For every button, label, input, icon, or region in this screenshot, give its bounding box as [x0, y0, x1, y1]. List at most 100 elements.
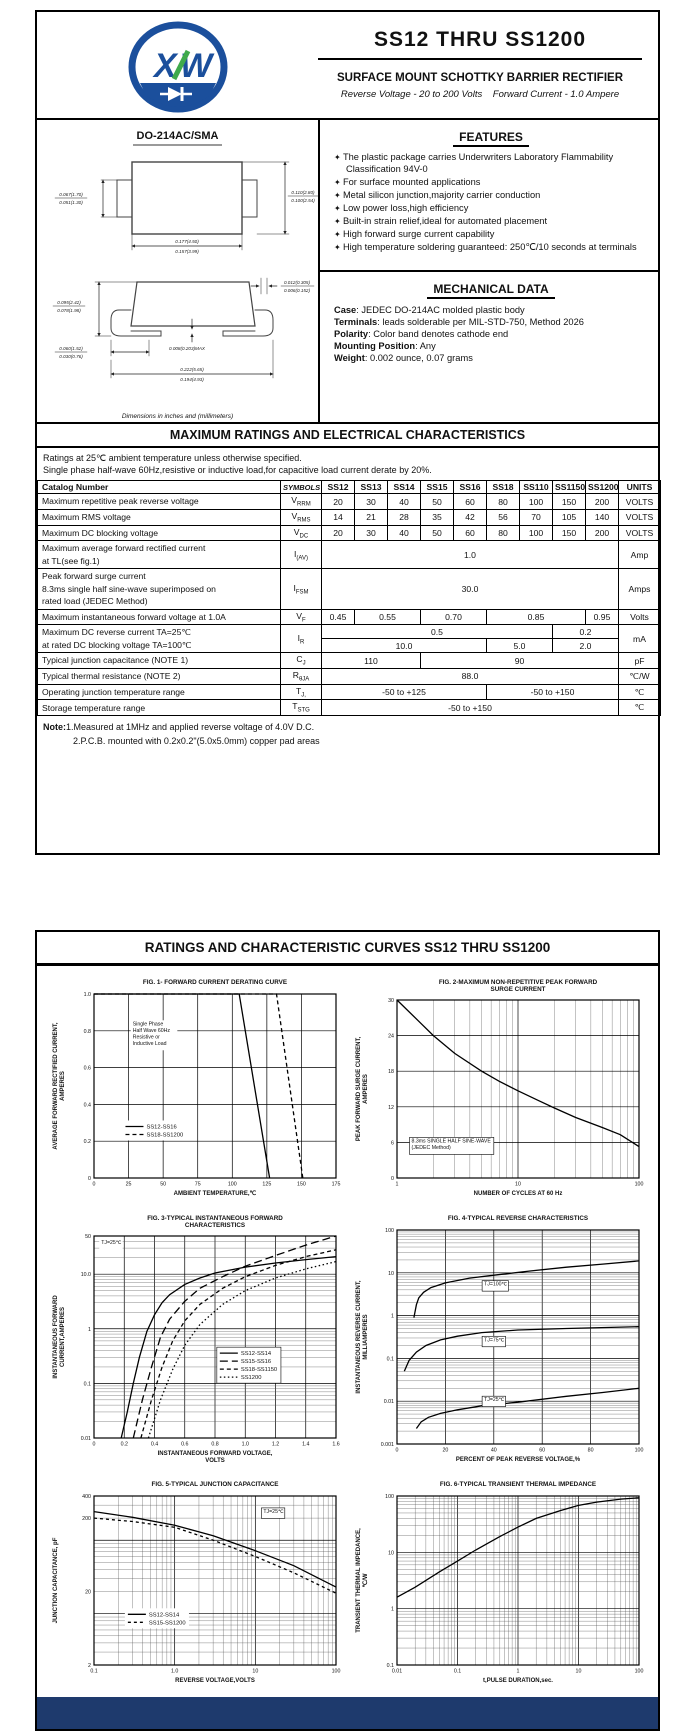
- table-cell: 0.45: [321, 608, 355, 626]
- table-cell: 40: [387, 493, 421, 510]
- ratings-condition-line: Ratings at 25℃ ambient temperature unles…: [43, 453, 302, 463]
- table-row: Maximum RMS voltage VRMS 14 21 28 35 42 56 70 105…: [37, 509, 661, 526]
- svg-text:t,PULSE DURATION,sec.: t,PULSE DURATION,sec.: [483, 1678, 553, 1684]
- package-drawing-panel: DO-214AC/SMA 0.067(1.70) 0.0: [37, 120, 320, 422]
- mechanical-line: Mounting Position: Any: [334, 341, 436, 352]
- svg-text:0.1: 0.1: [387, 1663, 394, 1669]
- mechanical-line: Case: JEDEC DO-214AC molded plastic body: [334, 305, 525, 315]
- dim-body-height-max: 0.110(2.80): [291, 190, 315, 195]
- svg-text:Resistive or: Resistive or: [132, 1034, 159, 1040]
- fig6-svg: FIG. 6-TYPICAL TRANSIENT THERMAL IMPEDAN…: [356, 1481, 644, 1684]
- svg-text:TJ=25℃: TJ=25℃: [484, 1397, 505, 1403]
- dim-standoff: 0.008(0.203)MAX: [169, 346, 206, 351]
- svg-text:Single Phase: Single Phase: [132, 1021, 163, 1027]
- table-cell: SS14: [387, 480, 421, 495]
- table-cell: SS13: [354, 480, 388, 495]
- svg-text:20: 20: [443, 1448, 449, 1454]
- svg-text:SS12-SS14: SS12-SS14: [241, 1351, 272, 1357]
- svg-text:30: 30: [388, 998, 394, 1004]
- svg-text:50: 50: [85, 1234, 91, 1240]
- svg-text:INSTANTANEOUS FORWARDCURRENT,A: INSTANTANEOUS FORWARDCURRENT,AMPERES: [53, 1295, 66, 1379]
- table-row: Maximum instantaneous forward voltage at…: [37, 608, 661, 626]
- table-cell: SS12: [321, 480, 355, 495]
- table-cell: VF: [280, 608, 322, 626]
- table-cell: 0.95: [585, 608, 619, 626]
- svg-text:INSTANTANEOUS REVERSE CURRENT,: INSTANTANEOUS REVERSE CURRENT,MILLIAMPER…: [356, 1280, 369, 1393]
- table-cell: IR: [280, 624, 322, 654]
- svg-text:0.6: 0.6: [181, 1442, 188, 1448]
- svg-text:1: 1: [391, 1607, 394, 1613]
- dim-lead-length-min: 0.030(0.76): [59, 354, 83, 359]
- package-outline-drawing: 0.067(1.70) 0.051(1.30) 0.110(2.80) 0.10…: [52, 161, 319, 382]
- svg-text:PEAK FORWARD SURGE CURRENT,AM: PEAK FORWARD SURGE CURRENT,AMPERES: [356, 1037, 369, 1142]
- figure-1-forward-current-derating: FIG. 1- FORWARD CURRENT DERATING CURVE 0 2…: [47, 976, 347, 1206]
- table-cell: SS18: [486, 480, 520, 495]
- table-cell: -50 to +150: [486, 683, 619, 701]
- table-cell: VRRM: [280, 493, 322, 510]
- dim-body-width-max: 0.177(4.50): [175, 239, 199, 244]
- svg-text:0.2: 0.2: [83, 1139, 90, 1145]
- table-row: Typical thermal resistance (NOTE 2) RθJA 8…: [37, 668, 661, 685]
- feature-item: High forward surge current capability: [334, 229, 648, 241]
- table-cell: 200: [585, 524, 619, 542]
- table-cell: 14: [321, 509, 355, 526]
- svg-text:FIG. 4-TYPICAL REVERSE CHARACT: FIG. 4-TYPICAL REVERSE CHARACTERISTICS: [448, 1215, 588, 1222]
- table-cell: TSTG: [280, 699, 322, 717]
- table-row: Maximum DC reverse current TA=25℃ at rate…: [37, 624, 661, 654]
- footer-bar: [37, 1697, 658, 1729]
- svg-text:INSTANTANEOUS FORWARD VOLTAGE,: INSTANTANEOUS FORWARD VOLTAGE,: [157, 1451, 272, 1457]
- table-cell: VOLTS: [618, 509, 661, 526]
- table-cell: SS16: [453, 480, 487, 495]
- table-row: Storage temperature range TSTG -50 to +150…: [37, 699, 661, 717]
- svg-text:100: 100: [331, 1669, 340, 1675]
- svg-text:10: 10: [576, 1669, 582, 1675]
- svg-text:175: 175: [331, 1182, 340, 1188]
- feature-item: The plastic package carries Underwriters…: [334, 152, 648, 175]
- svg-text:0: 0: [88, 1176, 91, 1182]
- svg-text:TJ=25℃: TJ=25℃: [263, 1509, 284, 1515]
- svg-text:100: 100: [228, 1182, 237, 1188]
- svg-text:0.01: 0.01: [80, 1436, 90, 1442]
- table-cell: Typical thermal resistance (NOTE 2): [37, 668, 281, 685]
- table-cell: VOLTS: [618, 524, 661, 542]
- svg-text:0.1: 0.1: [90, 1669, 97, 1675]
- curves-section-title: RATINGS AND CHARACTERISTIC CURVES SS12 T…: [37, 932, 658, 966]
- svg-text:1.0: 1.0: [241, 1442, 248, 1448]
- svg-text:SS1200: SS1200: [241, 1375, 262, 1381]
- dim-tab-height-min: 0.051(1.30): [59, 200, 83, 205]
- table-row: Typical junction capacitance (NOTE 1) CJ 1…: [37, 652, 661, 670]
- package-caption: Dimensions in inches and (millimeters): [121, 413, 234, 420]
- table-cell: 21: [354, 509, 388, 526]
- table-cell: 80: [486, 524, 520, 542]
- table-cell: 30: [354, 524, 388, 542]
- table-cell: 60: [453, 493, 487, 510]
- table-row: Peak forward surge current 8.3ms single h…: [37, 568, 661, 610]
- mechanical-lines: Case: JEDEC DO-214AC molded plastic body…: [334, 304, 648, 364]
- svg-text:100: 100: [635, 1669, 644, 1675]
- table-cell: 1.0: [321, 540, 619, 570]
- figure-4-reverse-characteristics: FIG. 4-TYPICAL REVERSE CHARACTERISTICS 0 2…: [351, 1212, 651, 1472]
- datasheet-page-1: X W SS12 THRU SS1200 SURFACE MOUNT SCHOT…: [35, 10, 661, 855]
- figure-3-instantaneous-forward-characteristics: FIG. 3-TYPICAL INSTANTANEOUS FORWARD CHAR…: [47, 1212, 347, 1472]
- table-cell: 20: [321, 524, 355, 542]
- ratings-table: Catalog Number SYMBOLS SS12 SS13 SS14 SS15 SS1…: [37, 480, 661, 717]
- svg-text:0: 0: [92, 1442, 95, 1448]
- table-cell: 30.0: [321, 568, 619, 610]
- note-line-2: 2.P.C.B. mounted with 0.2x0.2"(5.0x5.0mm…: [73, 735, 320, 746]
- features-title: FEATURES: [334, 130, 648, 147]
- table-cell: 28: [387, 509, 421, 526]
- svg-text:1: 1: [396, 1182, 399, 1188]
- table-cell: 0.85: [486, 608, 586, 626]
- table-cell: Volts: [618, 608, 661, 626]
- svg-text:125: 125: [262, 1182, 271, 1188]
- table-cell: 0.55: [354, 608, 421, 626]
- mechanical-data-panel: MECHANICAL DATA Case: JEDEC DO-214AC mol…: [320, 272, 658, 422]
- table-cell: 150: [552, 524, 586, 542]
- table-cell: SS110: [519, 480, 553, 495]
- table-cell: Maximum DC blocking voltage: [37, 524, 281, 542]
- svg-text:1.2: 1.2: [272, 1442, 279, 1448]
- brand-logo: X W: [45, 18, 310, 116]
- table-cell: VOLTS: [618, 493, 661, 510]
- table-cell: Peak forward surge current 8.3ms single h…: [37, 568, 281, 610]
- fig5-svg: FIG. 5-TYPICAL JUNCTION CAPACITANCE 0.1 1.…: [53, 1481, 340, 1684]
